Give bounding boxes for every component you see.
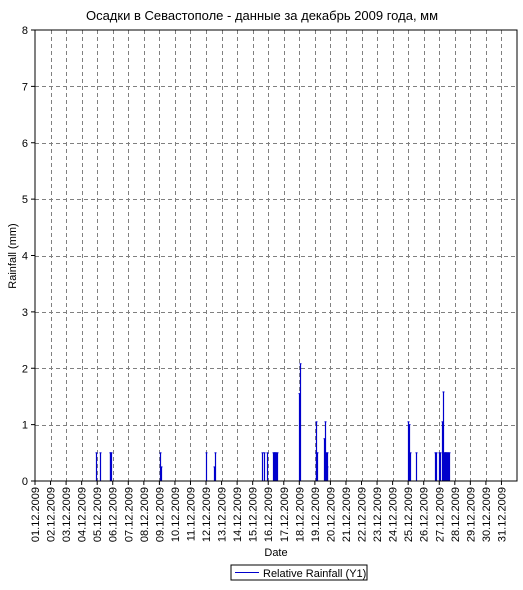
- x-tick-label: 13.12.2009: [217, 487, 229, 542]
- x-tick-label: 28.12.2009: [450, 487, 462, 542]
- x-tick-label: 10.12.2009: [170, 487, 182, 542]
- x-tick-label: 15.12.2009: [248, 487, 260, 542]
- y-tick-label: 1: [22, 420, 28, 432]
- x-tick-label: 05.12.2009: [92, 487, 104, 542]
- x-tick-label: 17.12.2009: [279, 487, 291, 542]
- x-tick-label: 20.12.2009: [325, 487, 337, 542]
- y-tick-label: 8: [22, 25, 28, 37]
- plot-area-frame: [34, 29, 518, 482]
- y-axis-ticks: 0 1 2 3 4 5 6 7 8: [22, 25, 35, 488]
- y-tick-label: 5: [22, 194, 28, 206]
- x-tick-label: 09.12.2009: [154, 487, 166, 542]
- x-tick-label: 08.12.2009: [139, 487, 151, 542]
- x-tick-label: 25.12.2009: [403, 487, 415, 542]
- x-tick-label: 01.12.2009: [30, 487, 42, 542]
- x-tick-label: 26.12.2009: [419, 487, 431, 542]
- y-tick-label: 4: [22, 251, 28, 263]
- y-tick-label: 7: [22, 81, 28, 93]
- x-tick-label: 29.12.2009: [465, 487, 477, 542]
- x-tick-label: 18.12.2009: [294, 487, 306, 542]
- x-tick-label: 02.12.2009: [46, 487, 58, 542]
- x-tick-label: 22.12.2009: [357, 487, 369, 542]
- x-axis-label: Date: [264, 547, 287, 559]
- chart-title: Осадки в Севастополе - данные за декабрь…: [86, 8, 438, 23]
- x-tick-label: 03.12.2009: [61, 487, 73, 542]
- x-tick-label: 14.12.2009: [232, 487, 244, 542]
- y-tick-label: 0: [22, 476, 28, 488]
- x-tick-label: 31.12.2009: [496, 487, 508, 542]
- x-tick-label: 24.12.2009: [388, 487, 400, 542]
- grid: [35, 30, 517, 481]
- x-tick-label: 16.12.2009: [263, 487, 275, 542]
- x-tick-label: 11.12.2009: [185, 487, 197, 541]
- x-tick-label: 21.12.2009: [341, 487, 353, 542]
- y-tick-label: 3: [22, 307, 28, 319]
- y-tick-label: 6: [22, 138, 28, 150]
- x-tick-label: 04.12.2009: [77, 487, 89, 542]
- x-tick-label: 27.12.2009: [434, 487, 446, 542]
- legend: Relative Rainfall (Y1): [230, 564, 368, 581]
- legend-label: Relative Rainfall (Y1): [263, 568, 366, 580]
- x-tick-label: 06.12.2009: [108, 487, 120, 542]
- x-tick-label: 30.12.2009: [481, 487, 493, 542]
- y-axis-label: Rainfall (mm): [7, 223, 19, 288]
- x-tick-label: 12.12.2009: [201, 487, 213, 542]
- x-tick-label: 23.12.2009: [372, 487, 384, 542]
- x-tick-label: 19.12.2009: [310, 487, 322, 542]
- x-axis-ticks: 01.12.2009 02.12.2009 03.12.2009 04.12.2009…: [30, 481, 508, 542]
- x-tick-label: 07.12.2009: [123, 487, 135, 542]
- y-tick-label: 2: [22, 363, 28, 375]
- rainfall-bars: [95, 363, 451, 481]
- legend-box: [230, 564, 368, 581]
